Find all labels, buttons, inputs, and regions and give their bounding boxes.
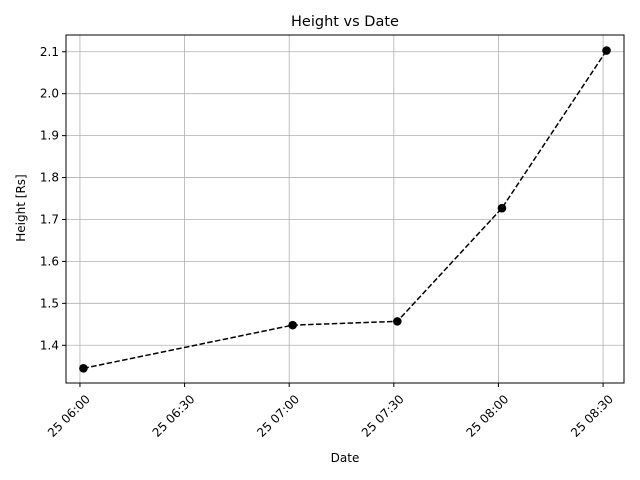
x-tick-label: 25 06:30 xyxy=(150,392,198,440)
data-point xyxy=(79,364,88,373)
chart-title: Height vs Date xyxy=(291,14,399,30)
x-axis-ticks: 25 06:00 25 06:30 25 07:00 25 07:30 25 08:00… xyxy=(45,383,616,440)
y-tick-label: 1.9 xyxy=(40,129,59,143)
grid xyxy=(66,35,624,383)
x-tick-label: 25 06:00 xyxy=(45,392,93,440)
x-tick-label: 25 07:30 xyxy=(359,392,407,440)
plot-frame xyxy=(65,34,625,384)
series-line xyxy=(83,50,608,370)
data-point xyxy=(497,203,507,213)
y-tick-label: 2.0 xyxy=(40,87,59,101)
y-axis-ticks: 1.4 1.5 1.6 1.7 1.8 1.9 2.0 2.1 xyxy=(40,45,66,352)
series xyxy=(79,46,611,373)
data-point xyxy=(288,320,297,330)
x-tick-label: 25 08:30 xyxy=(568,392,616,440)
data-point xyxy=(602,46,611,55)
y-tick-label: 1.4 xyxy=(40,338,59,352)
y-axis-title: Height [Rs] xyxy=(14,174,28,241)
x-tick-label: 25 08:00 xyxy=(464,392,512,440)
data-point xyxy=(393,317,402,326)
y-tick-label: 1.6 xyxy=(40,254,59,268)
x-axis-title: Date xyxy=(331,451,360,465)
y-tick-label: 2.1 xyxy=(40,45,59,59)
y-tick-label: 1.7 xyxy=(40,212,59,226)
x-tick-label: 25 07:00 xyxy=(254,392,302,440)
y-tick-label: 1.8 xyxy=(40,171,59,185)
y-tick-label: 1.5 xyxy=(40,296,59,310)
